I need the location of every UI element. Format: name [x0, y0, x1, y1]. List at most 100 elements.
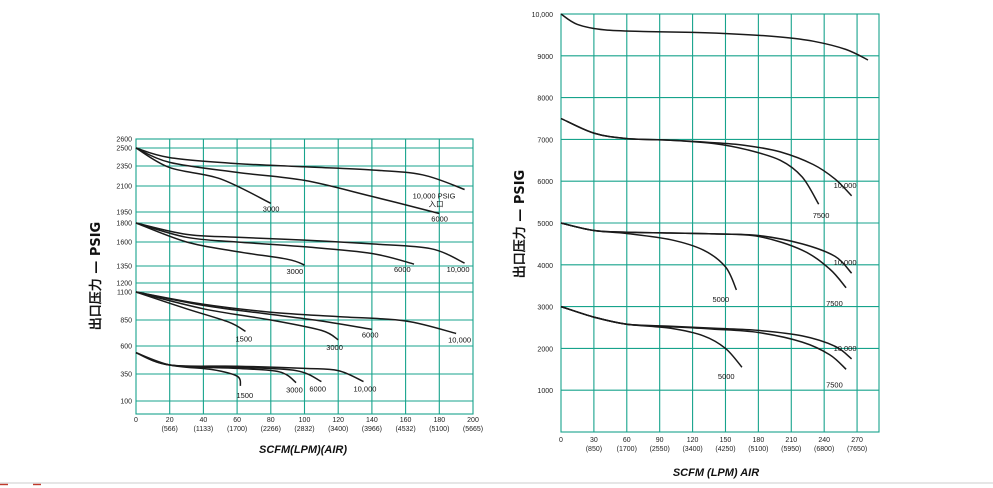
left-chart-x-tick-sublabel: (2832): [294, 426, 314, 433]
left-chart-series-line: [135, 291, 339, 341]
right-chart-series-line: [560, 305, 853, 360]
left-chart-curve-sublabel: 入口: [429, 199, 444, 208]
left-chart-x-tick-sublabel: (3400): [328, 426, 348, 433]
left-chart-y-tick-label: 2500: [116, 146, 132, 153]
left-chart-curve-label: 1500: [236, 391, 253, 400]
left-chart-x-tick-label: 20: [166, 417, 174, 424]
left-chart-y-tick-label: 1200: [116, 281, 132, 288]
right-chart-x-tick-sublabel: (3400): [682, 446, 702, 453]
left-chart-curve-label: 10,000: [448, 336, 471, 345]
right-chart-x-axis-label: SCFM (LPM) AIR: [673, 467, 759, 479]
left-chart-x-tick-label: 60: [233, 417, 241, 424]
right-chart-curves: [560, 13, 869, 370]
right-chart-curve-label: 7500: [826, 299, 843, 308]
right-chart-y-tick-label: 10,000: [532, 12, 554, 19]
left-chart-y-tick-label: 1600: [116, 240, 132, 247]
left-chart-curves: [135, 147, 465, 387]
right-chart-y-axis-label: 出口压力 — PSIG: [512, 170, 528, 278]
right-chart-series-line: [560, 305, 743, 368]
right-chart-x-tick-sublabel: (5100): [748, 446, 768, 453]
right-chart-y-tick-label: 6000: [537, 179, 553, 186]
right-chart-x-tick-label: 30: [590, 437, 598, 444]
left-chart-curve-label: 6000: [362, 330, 379, 339]
right-chart-curve-label: 10,000: [834, 181, 857, 190]
left-chart-x-tick-label: 120: [332, 417, 344, 424]
left-chart-curve-label: 3000: [326, 343, 343, 352]
left-chart-curve-label: 3000: [263, 204, 280, 213]
left-chart-y-tick-label: 1350: [116, 264, 132, 271]
right-chart-x-tick-sublabel: (2550): [650, 446, 670, 453]
right-chart-series-line: [560, 117, 820, 205]
right-chart-y-tick-label: 8000: [537, 96, 553, 103]
left-chart-x-tick-sublabel: (2266): [261, 426, 281, 433]
left-chart-x-axis-label: SCFM(LPM)(AIR): [259, 444, 347, 456]
right-chart-y-ticks: 10,000 9000 8000 7000 6000 5000 4000 3000 2000 10…: [532, 12, 554, 395]
left-chart-y-axis-label: 出口压力 — PSIG: [88, 222, 104, 330]
left-chart-x-tick-sublabel: (1700): [227, 426, 247, 433]
right-chart-series-line: [560, 222, 738, 291]
left-chart-series-line: [135, 291, 373, 331]
right-chart-x-tick-label: 210: [785, 437, 797, 444]
left-chart-x-tick-label: 200: [467, 417, 479, 424]
right-chart-series-line: [560, 13, 869, 61]
right-chart-x-tick-label: 90: [656, 437, 664, 444]
left-chart-x-ticks: 0 20 (566) 40 (1133) 60 (1700) 80 (2266) 100 (2832…: [134, 417, 483, 433]
right-chart-x-tick-sublabel: (7650): [847, 446, 867, 453]
left-chart-x-tick-sublabel: (3966): [362, 426, 382, 433]
left-chart-curve-label: 10,000 PSIG: [413, 191, 456, 200]
right-chart-grid: [560, 13, 880, 433]
left-chart-y-tick-label: 850: [120, 318, 132, 325]
left-chart-series-line: [135, 147, 272, 204]
left-chart-y-ticks: 2600 2500 2350 2100 1950 1800 1600 1350 1200 1100…: [116, 137, 132, 406]
right-chart-x-tick-sublabel: (5950): [781, 446, 801, 453]
left-chart-series-line: [135, 291, 246, 333]
left-chart-x-tick-label: 40: [200, 417, 208, 424]
right-chart-y-tick-label: 1000: [537, 388, 553, 395]
left-chart-series-line: [135, 147, 440, 215]
right-chart-x-tick-label: 60: [623, 437, 631, 444]
right-chart-series-line: [560, 222, 853, 274]
right-chart-x-tick-sublabel: (6800): [814, 446, 834, 453]
right-chart-x-tick-label: 150: [720, 437, 732, 444]
right-chart-curve-labels: 10,000 PSIG入口10,000750010,0007500500010,…: [712, 181, 857, 389]
left-chart-y-tick-label: 2100: [116, 184, 132, 191]
left-chart-curve-label: 6000: [309, 385, 326, 394]
left-chart-y-tick-label: 1800: [116, 221, 132, 228]
left-chart-x-tick-sublabel: (1133): [194, 426, 214, 433]
right-chart-y-tick-label: 2000: [537, 346, 553, 353]
left-chart-x-tick-label: 0: [134, 417, 138, 424]
left-chart-x-tick-sublabel: (4532): [395, 426, 415, 433]
left-chart-curve-label: 3000: [286, 386, 303, 395]
right-chart-x-tick-label: 0: [559, 437, 563, 444]
left-chart-y-tick-label: 2350: [116, 164, 132, 171]
left-chart-x-tick-label: 100: [299, 417, 311, 424]
left-chart-x-tick-label: 80: [267, 417, 275, 424]
left-chart-x-tick-sublabel: (5665): [463, 426, 483, 433]
right-chart-y-tick-label: 4000: [537, 263, 553, 270]
left-chart-curve-label: 10,000: [447, 265, 470, 274]
left-chart-y-tick-label: 2600: [116, 137, 132, 144]
left-chart-series-line: [135, 222, 465, 264]
right-chart-x-tick-label: 180: [753, 437, 765, 444]
left-pressure-chart: 2600250023502100195018001600135012001100…: [88, 137, 483, 457]
left-chart-y-tick-label: 350: [120, 372, 132, 379]
right-chart-x-ticks: 0 30 (850) 60 (1700) 90 (2550) 120 (3400) 150 (425…: [559, 437, 867, 453]
left-chart-curve-label: 6000: [431, 214, 448, 223]
right-chart-y-tick-label: 3000: [537, 305, 553, 312]
right-chart-curve-label: 10,000: [834, 344, 857, 353]
right-chart-x-tick-label: 120: [687, 437, 699, 444]
left-chart-series-line: [135, 222, 305, 266]
left-chart-x-tick-label: 160: [400, 417, 412, 424]
left-chart-y-tick-label: 1100: [117, 290, 132, 297]
right-chart-y-tick-label: 9000: [537, 54, 553, 61]
left-chart-series-line: [135, 147, 465, 191]
right-chart-curve-label: 5000: [718, 372, 735, 381]
left-chart-series-line: [135, 222, 415, 265]
left-chart-series-line: [135, 351, 242, 387]
footer-decoration: [0, 482, 993, 486]
right-chart-series-line: [560, 305, 847, 370]
left-chart-y-tick-label: 600: [120, 344, 132, 351]
right-chart-x-tick-sublabel: (4250): [715, 446, 735, 453]
